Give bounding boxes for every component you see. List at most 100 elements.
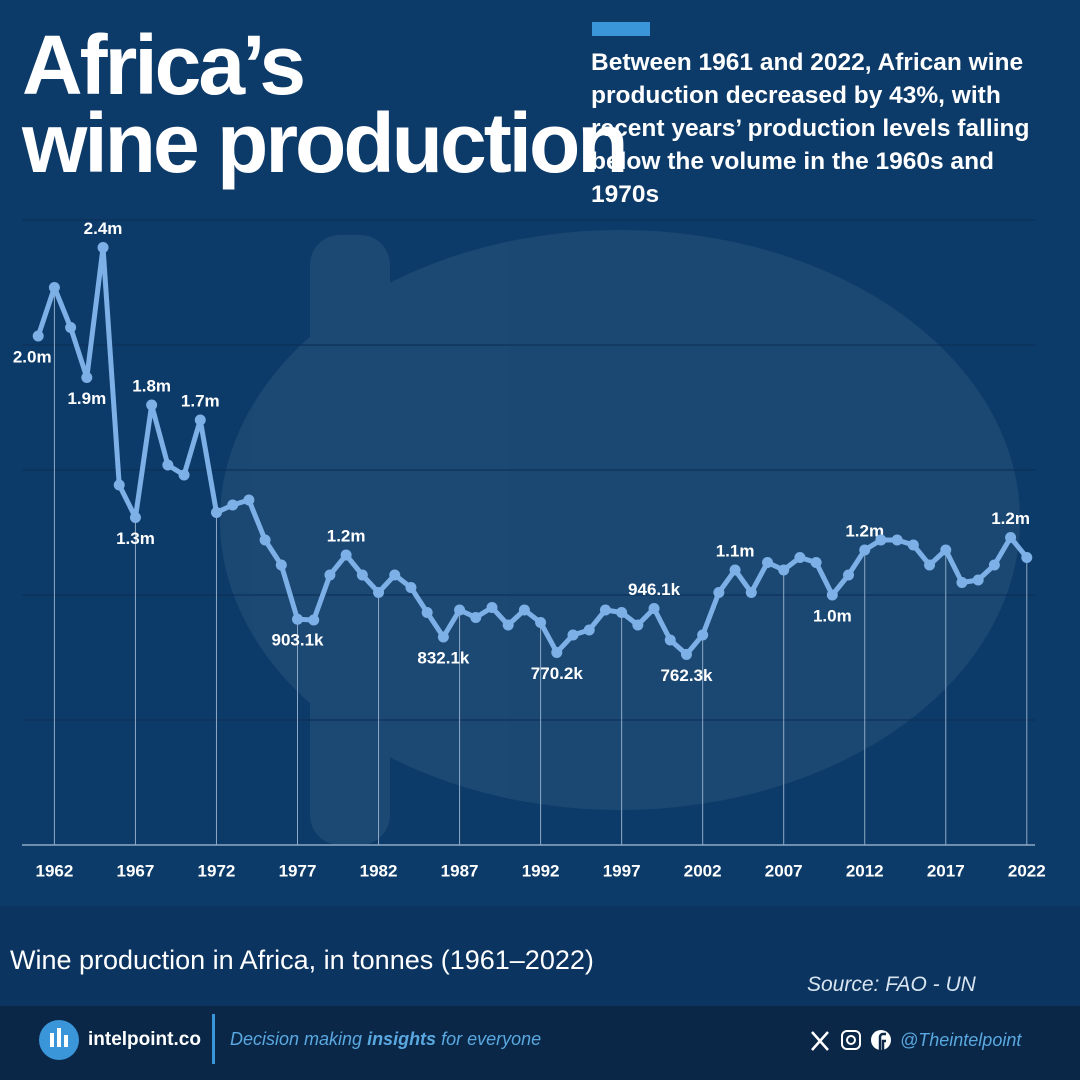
point xyxy=(48,282,60,293)
point xyxy=(308,614,320,626)
caption-band xyxy=(0,906,1080,1006)
footer-icons xyxy=(39,1014,891,1064)
footer xyxy=(0,1006,1080,1080)
point xyxy=(194,414,206,426)
x-tick-label: 2007 xyxy=(765,861,803,880)
x-tick-label: 2012 xyxy=(846,861,884,880)
point xyxy=(664,634,676,646)
point xyxy=(875,534,887,546)
point xyxy=(162,459,174,471)
point xyxy=(340,549,352,561)
title-line: Africa’s xyxy=(22,18,306,112)
point xyxy=(178,469,190,481)
x-tick-label: 1962 xyxy=(35,861,73,880)
data-label: 1.7m xyxy=(181,391,220,410)
point xyxy=(227,499,239,511)
point xyxy=(535,617,547,628)
point xyxy=(146,399,158,411)
tagline: Decision making insights for everyone xyxy=(230,1029,541,1050)
point xyxy=(567,629,579,641)
point xyxy=(843,569,855,581)
point xyxy=(680,648,692,660)
point xyxy=(486,602,498,613)
tagline-part: for everyone xyxy=(436,1029,542,1049)
point xyxy=(421,607,433,618)
point xyxy=(810,557,822,568)
point xyxy=(437,631,449,643)
point xyxy=(697,629,709,641)
data-label: 762.3k xyxy=(660,666,713,685)
data-label: 1.8m xyxy=(132,376,171,395)
point xyxy=(243,494,255,506)
point xyxy=(1005,532,1017,543)
point xyxy=(324,569,336,581)
point xyxy=(1021,552,1033,563)
point xyxy=(551,646,563,658)
point xyxy=(729,564,741,576)
x-tick-label: 1982 xyxy=(360,861,398,880)
point xyxy=(972,574,984,586)
point xyxy=(859,544,871,556)
point xyxy=(956,577,968,588)
point xyxy=(761,557,773,568)
data-label: 832.1k xyxy=(417,648,470,667)
point xyxy=(778,564,790,576)
point xyxy=(648,602,660,614)
accent-bar xyxy=(592,22,650,36)
data-label: 1.2m xyxy=(327,526,366,545)
source: Source: FAO - UN xyxy=(807,973,976,996)
data-label: 770.2k xyxy=(531,664,584,683)
x-tick-label: 1967 xyxy=(117,861,155,880)
x-tick-label: 1972 xyxy=(198,861,236,880)
point xyxy=(518,604,530,616)
data-label: 1.1m xyxy=(716,541,755,560)
point xyxy=(891,534,903,546)
chart: 1962 1967 1972 1977 1982 1987 1992 1997 2002 2007… xyxy=(13,219,1046,881)
background-illustration xyxy=(220,230,1020,845)
title-line: wine production xyxy=(22,96,629,190)
point xyxy=(470,612,482,623)
title: Africa’s wine production xyxy=(22,18,629,190)
point xyxy=(210,507,222,518)
data-label: 2.0m xyxy=(13,347,52,366)
point xyxy=(113,479,125,491)
point xyxy=(502,619,514,631)
point xyxy=(745,587,757,598)
point xyxy=(713,587,725,598)
data-label: 946.1k xyxy=(628,580,681,599)
point xyxy=(373,587,385,598)
data-label: 1.2m xyxy=(845,521,884,540)
point xyxy=(632,619,644,631)
x-tick-label: 1997 xyxy=(603,861,641,880)
caption: Wine production in Africa, in tonnes (19… xyxy=(10,945,594,975)
data-label: 1.0m xyxy=(813,606,852,625)
point xyxy=(81,372,93,383)
point xyxy=(129,512,141,523)
x-tick-label: 1992 xyxy=(522,861,560,880)
point xyxy=(32,330,44,342)
point xyxy=(65,322,77,333)
point xyxy=(924,559,936,571)
data-label: 2.4m xyxy=(84,219,123,238)
x-tick-label: 1977 xyxy=(279,861,317,880)
point xyxy=(599,604,611,616)
x-tick-label: 2022 xyxy=(1008,861,1046,880)
point xyxy=(454,604,466,616)
point xyxy=(275,559,287,571)
handle: @Theintelpoint xyxy=(900,1030,1022,1050)
data-label: 903.1k xyxy=(272,631,325,650)
data-label: 1.2m xyxy=(991,509,1030,528)
x-tick-label: 2002 xyxy=(684,861,722,880)
point xyxy=(389,569,401,581)
point xyxy=(616,607,628,618)
brand: intelpoint.co xyxy=(88,1029,201,1050)
data-label: 1.9m xyxy=(67,389,106,408)
subtitle: Between 1961 and 2022, African wine prod… xyxy=(591,49,1030,208)
point xyxy=(988,559,1000,571)
point xyxy=(356,569,368,581)
point xyxy=(405,582,417,593)
point xyxy=(907,539,919,551)
point xyxy=(794,552,806,563)
x-tick-label: 2017 xyxy=(927,861,965,880)
